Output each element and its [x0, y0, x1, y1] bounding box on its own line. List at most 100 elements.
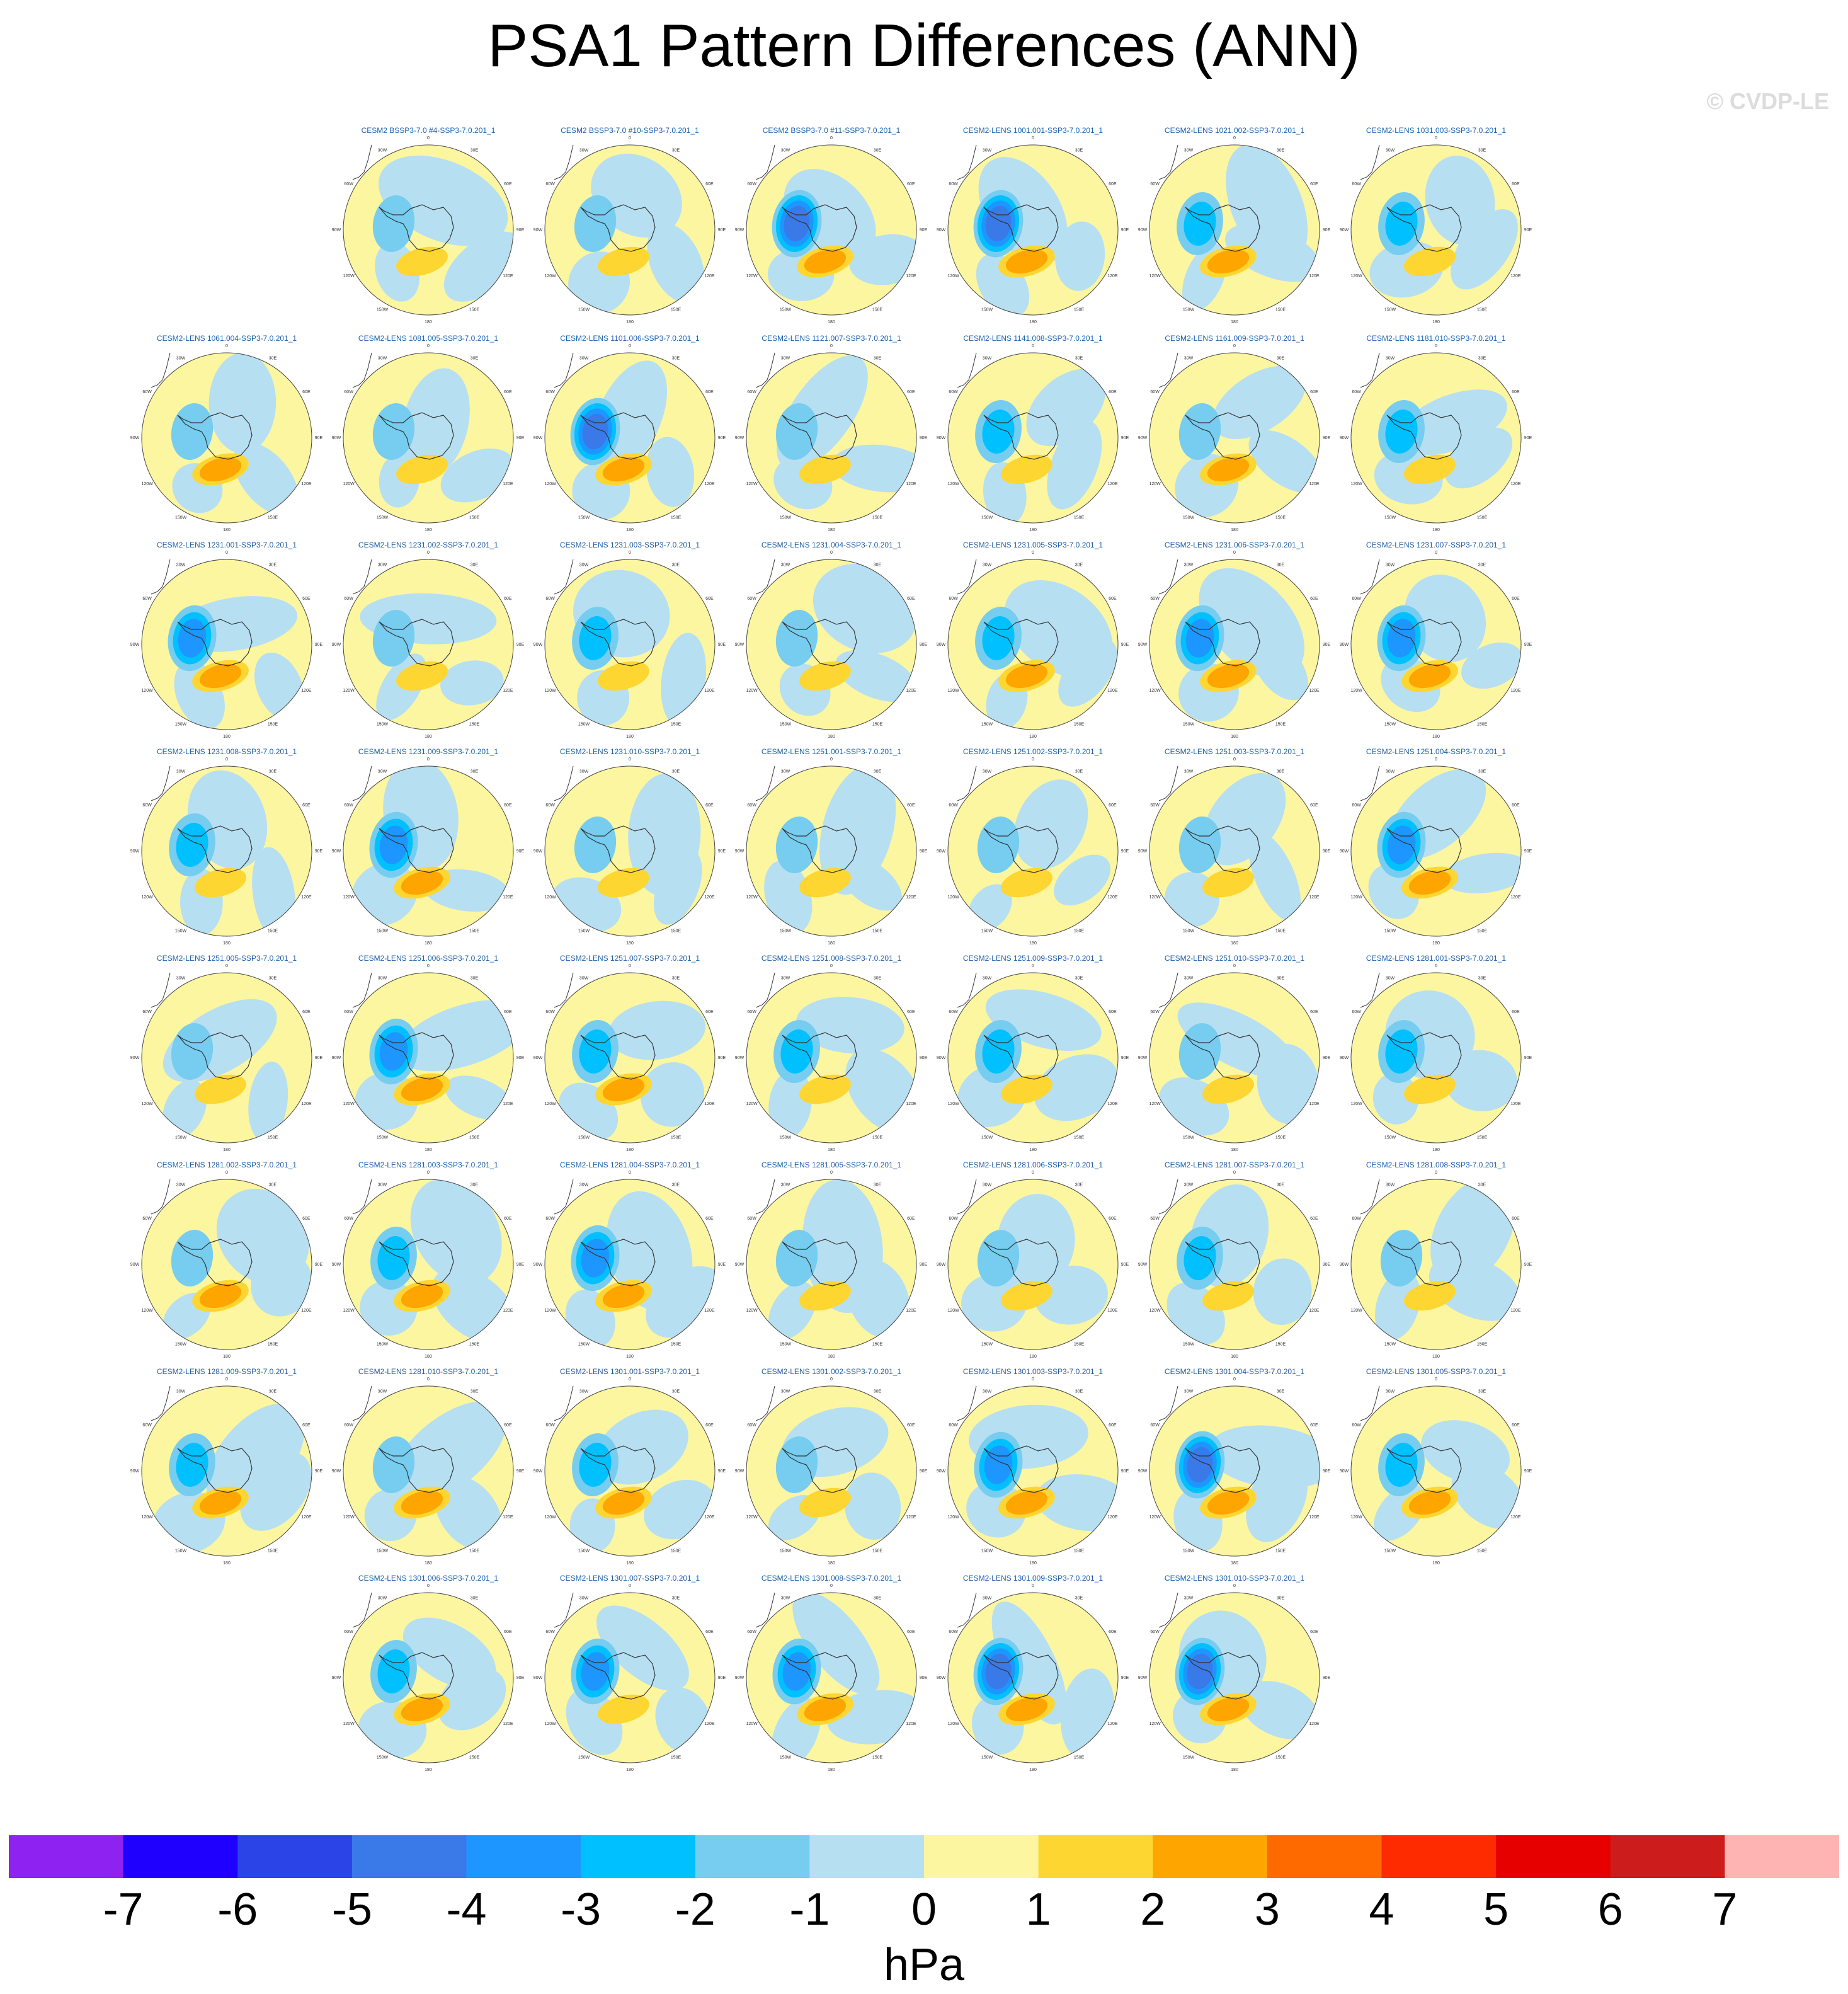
longitude-label: 60E: [1512, 1423, 1520, 1428]
longitude-label: 30W: [378, 1183, 387, 1188]
antarctica-coastline: [983, 619, 1059, 667]
low-center-contour: [372, 195, 415, 252]
longitude-label: 90W: [937, 643, 946, 647]
longitude-label: 90E: [1323, 1263, 1331, 1267]
negative-anomaly: [653, 849, 702, 925]
longitude-label: 60E: [1310, 390, 1318, 394]
longitude-label: 0: [1233, 1171, 1236, 1175]
south-america-coastline: [755, 972, 775, 1008]
longitude-label: 30E: [1478, 563, 1486, 568]
longitude-label: 60E: [1512, 390, 1520, 394]
panel-title: CESM2-LENS 1281.005-SSP3-7.0.201_1: [761, 1160, 902, 1169]
south-america-coastline: [957, 1385, 977, 1421]
longitude-label: 150W: [1183, 1549, 1195, 1553]
longitude-label: 60W: [1150, 1010, 1160, 1014]
longitude-label: 60E: [302, 597, 311, 601]
panel-title: CESM2-LENS 1231.004-SSP3-7.0.201_1: [761, 541, 902, 549]
longitude-label: 150W: [1384, 1135, 1396, 1140]
low-center-contour: [379, 1032, 408, 1071]
map-boundary: [1149, 1592, 1320, 1763]
map-panel: CESM2-LENS 1281.001-SSP3-7.0.201_1 0 30E 60…: [1340, 954, 1532, 1155]
longitude-label: 90W: [533, 643, 543, 647]
longitude-label: 180: [223, 1355, 231, 1359]
longitude-label: 120E: [301, 1309, 312, 1313]
colorbar-tick-label: 1: [1025, 1884, 1051, 1935]
longitude-label: 180: [1432, 1355, 1440, 1359]
longitude-label: 150E: [1477, 722, 1488, 726]
panel-title: CESM2-LENS 1301.005-SSP3-7.0.201_1: [1366, 1367, 1507, 1376]
longitude-label: 30W: [781, 563, 790, 568]
longitude-label: 60W: [949, 597, 958, 601]
longitude-label: 180: [425, 1148, 432, 1152]
longitude-label: 120W: [544, 482, 556, 486]
longitude-label: 150W: [578, 1342, 590, 1346]
polar-map: 0 30E 60E 90E 120E 150E 180 150W 120W 90W 60W 30W: [332, 551, 525, 739]
longitude-label: 150E: [469, 1549, 480, 1553]
longitude-label: 30E: [1277, 1390, 1285, 1394]
longitude-label: 90W: [1138, 436, 1148, 440]
high-center-contour: [1001, 868, 1052, 898]
longitude-label: 120W: [1149, 1722, 1161, 1726]
map-boundary: [343, 1385, 514, 1557]
low-center-contour: [574, 195, 617, 252]
longitude-label: 180: [1029, 1355, 1037, 1359]
longitude-label: 30E: [1277, 563, 1285, 568]
low-center-contour: [1178, 817, 1221, 873]
longitude-label: 120W: [746, 1515, 758, 1520]
map-boundary: [1149, 1179, 1320, 1350]
longitude-label: 120E: [1107, 1515, 1118, 1520]
map-boundary: [343, 1179, 514, 1350]
longitude-label: 180: [1231, 1148, 1238, 1152]
longitude-label: 90W: [130, 1056, 140, 1060]
antarctica-coastline: [983, 1652, 1059, 1700]
longitude-label: 60W: [344, 390, 353, 394]
longitude-label: 30W: [378, 149, 387, 153]
longitude-label: 90W: [1138, 849, 1148, 854]
longitude-label: 90W: [1340, 849, 1349, 854]
longitude-label: 60E: [1310, 1010, 1318, 1014]
longitude-label: 90E: [315, 1056, 323, 1060]
high-center-contour: [401, 870, 443, 895]
negative-anomaly: [410, 1179, 502, 1285]
longitude-label: 90E: [718, 1469, 726, 1474]
longitude-label: 90W: [735, 436, 744, 440]
panel-title: CESM2-LENS 1231.008-SSP3-7.0.201_1: [156, 747, 297, 756]
negative-anomaly: [391, 1401, 507, 1504]
colorbar-segment: [237, 1835, 353, 1878]
map-panel: CESM2-LENS 1231.004-SSP3-7.0.201_1 0 30E 60…: [735, 541, 928, 742]
polar-map: 0 30E 60E 90E 120E 150E 180 150W 120W 90W 60W 30W: [332, 1171, 525, 1359]
longitude-label: 180: [1029, 320, 1037, 324]
longitude-label: 150W: [377, 1342, 389, 1346]
longitude-label: 30E: [471, 357, 479, 361]
longitude-label: 30E: [269, 770, 277, 774]
longitude-label: 120E: [704, 1309, 715, 1313]
longitude-label: 30W: [378, 357, 387, 361]
map-panel: CESM2-LENS 1101.006-SSP3-7.0.201_1 0 30E 60…: [533, 334, 726, 536]
antarctica-coastline: [580, 1652, 656, 1700]
longitude-label: 30E: [672, 1596, 680, 1601]
longitude-label: 0: [629, 1171, 631, 1175]
longitude-label: 30E: [874, 1183, 882, 1188]
longitude-label: 30W: [378, 977, 387, 981]
longitude-label: 90W: [937, 849, 946, 854]
longitude-label: 120E: [301, 1102, 312, 1106]
negative-anomaly: [1013, 779, 1088, 869]
low-center-contour: [1380, 1230, 1423, 1286]
longitude-label: 150E: [1477, 307, 1488, 312]
low-center-contour: [775, 610, 818, 667]
longitude-label: 60W: [1352, 390, 1361, 394]
map-panel: CESM2-LENS 1301.006-SSP3-7.0.201_1 0 30E 60…: [332, 1574, 525, 1775]
longitude-label: 60W: [142, 390, 152, 394]
map-panel: CESM2-LENS 1301.004-SSP3-7.0.201_1 0 30E 60…: [1138, 1367, 1331, 1569]
low-center-contour: [579, 616, 612, 660]
longitude-label: 180: [626, 528, 634, 532]
longitude-label: 30E: [1277, 149, 1285, 153]
low-center-contour: [379, 825, 408, 864]
longitude-label: 90E: [1121, 1056, 1129, 1060]
colorbar-tick-label: -5: [331, 1884, 372, 1935]
longitude-label: 60E: [705, 1423, 714, 1428]
polar-map: 0 30E 60E 90E 120E 150E 180 150W 120W 90W 60W 30W: [533, 757, 726, 946]
longitude-label: 180: [828, 1561, 835, 1566]
longitude-label: 30W: [579, 1183, 589, 1188]
longitude-label: 90W: [1138, 1676, 1148, 1680]
